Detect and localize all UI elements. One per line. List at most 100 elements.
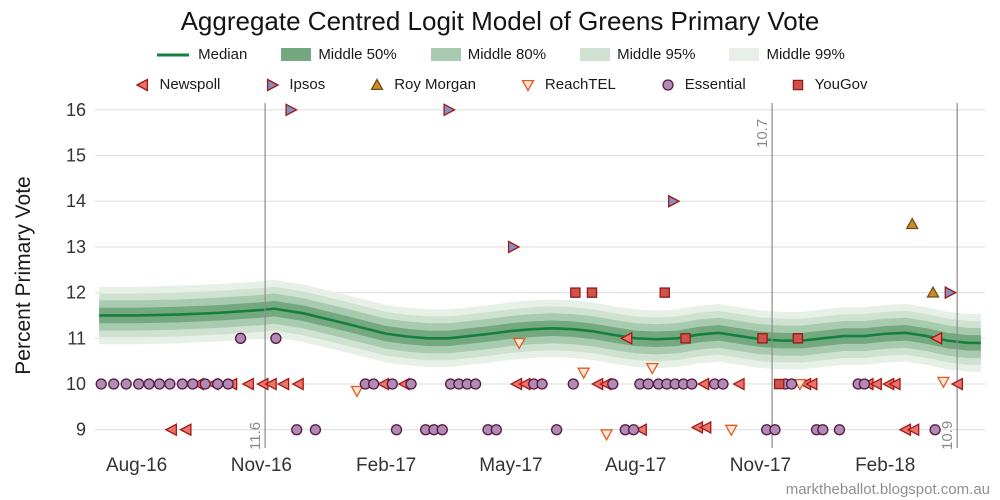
x-tick-label: Feb-17 [356, 455, 416, 476]
legend-label: Essential [684, 76, 746, 93]
scatter-point-yougov [586, 287, 598, 298]
legend-item-middle-95-: Middle 95% [580, 46, 695, 63]
legend-item-reachtel: ReachTEL [518, 76, 616, 93]
scatter-point-ipsos [443, 103, 456, 117]
scatter-point-essential [717, 378, 729, 390]
scatter-point-essential [120, 378, 132, 390]
newspoll-marker-icon [135, 77, 148, 92]
legend-item-ipsos: Ipsos [262, 76, 325, 93]
scatter-point-newspoll [696, 377, 710, 391]
legend-label: Newspoll [159, 76, 221, 93]
y-tick-label: 15 [66, 146, 86, 166]
scatter-point-ipsos [944, 286, 958, 300]
roy-morgan-marker-icon [370, 77, 384, 90]
median-line [99, 307, 981, 345]
scatter-point-reachtel [350, 385, 364, 398]
scatter-point-newspoll [888, 377, 901, 391]
scatter-point-essential [153, 378, 166, 390]
x-tick-label: May-17 [479, 455, 542, 476]
legend-marker [370, 77, 384, 90]
scatter-point-essential [567, 378, 579, 390]
scatter-point-essential [833, 424, 846, 436]
scatter-point-ipsos [507, 240, 521, 254]
scatter-point-essential [607, 378, 619, 390]
legend-bands: Median Middle 50% Middle 80% Middle 95% Midd… [0, 46, 1000, 63]
confidence-bands [99, 279, 981, 372]
scatter-point-essential [642, 378, 654, 390]
legend-item-middle-50-: Middle 50% [281, 46, 397, 63]
essential-marker-icon [662, 78, 674, 91]
scatter-point-essential [536, 378, 548, 390]
event-lines: 11.6 10.7 10.9 [247, 103, 958, 450]
legend-marker [662, 78, 674, 91]
scatter-point-newspoll [805, 377, 818, 391]
scatter-point-newspoll [634, 423, 647, 437]
y-tick-label: 14 [66, 191, 86, 211]
scatter-point-roy-morgan [905, 217, 919, 230]
scatter-roy-morgan [905, 217, 940, 298]
legend-marker [135, 77, 148, 92]
x-tick-label: Aug-17 [605, 455, 666, 476]
ipsos-marker-icon [267, 77, 280, 92]
scatter-point-newspoll [950, 377, 964, 391]
x-tick-label: Aug-16 [106, 455, 167, 476]
scatter-point-reachtel [645, 362, 659, 375]
y-tick-label: 10 [66, 374, 86, 394]
event-line-label: 11.6 [247, 422, 264, 450]
scatter-point-essential [176, 378, 188, 390]
scatter-point-essential [133, 378, 145, 390]
x-tick-label: Nov-17 [730, 455, 791, 476]
scatter-point-reachtel [577, 367, 591, 380]
scatter-point-essential [386, 378, 399, 390]
legend-marker [521, 79, 535, 92]
scatter-point-essential [490, 424, 502, 436]
scatter-point-essential [405, 378, 417, 390]
legend-item-middle-99-: Middle 99% [729, 46, 845, 63]
chart-title: Aggregate Centred Logit Model of Greens … [180, 6, 820, 36]
scatter-point-essential [550, 424, 563, 436]
scatter-point-newspoll [906, 423, 920, 437]
scatter-point-newspoll [619, 331, 633, 345]
scatter-point-yougov [792, 333, 804, 344]
legend-label: Middle 50% [318, 46, 397, 63]
scatter-ipsos [285, 103, 958, 300]
y-axis-title: Percent Primary Vote [12, 176, 35, 374]
scatter-point-newspoll [276, 377, 290, 391]
event-line-label: 10.7 [754, 119, 771, 148]
scatter-point-newspoll [869, 377, 882, 391]
median-line-swatch [157, 53, 190, 56]
watermark: marktheballot.blogspot.com.au [785, 481, 990, 498]
scatter-point-newspoll [241, 377, 254, 391]
scatter-point-essential [309, 424, 322, 436]
scatter-point-newspoll [179, 423, 192, 437]
scatter-point-roy-morgan [926, 285, 940, 298]
scatter-point-yougov [570, 287, 581, 298]
scatter-point-essential [143, 378, 155, 390]
legend-label: Middle 95% [617, 46, 696, 63]
scatter-point-reachtel [724, 424, 738, 437]
scatter-point-essential [222, 378, 234, 390]
legend-item-median: Median [155, 46, 247, 63]
scatter-point-essential [212, 378, 224, 390]
scatter-point-reachtel [936, 376, 951, 389]
band-swatch-middle-95- [580, 48, 611, 61]
scatter-point-yougov [757, 333, 768, 344]
scatter-point-reachtel [512, 337, 526, 350]
scatter-point-essential [164, 378, 176, 390]
y-tick-label: 11 [67, 328, 86, 348]
yougov-marker-icon [792, 79, 803, 90]
legend-item-essential: Essential [658, 76, 746, 93]
scatter-point-newspoll [291, 377, 304, 391]
scatter-point-newspoll [929, 331, 943, 345]
scatter-point-newspoll [264, 377, 277, 391]
axis-ticks: 9 10 11 12 13 14 15 16 Aug-16 Nov-16 Feb-17 May-17 A… [66, 100, 915, 476]
scatter-point-essential [187, 378, 199, 390]
legend-label: Roy Morgan [394, 76, 476, 93]
scatter-point-essential [234, 332, 247, 344]
scatter-point-essential [270, 332, 282, 344]
scatter-essential [95, 332, 941, 436]
legend-label: Middle 80% [467, 46, 547, 63]
scatter-yougov [570, 287, 804, 390]
